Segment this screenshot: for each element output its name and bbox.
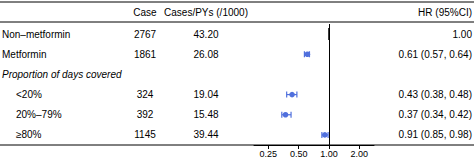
svg-text:Cases/PYs (/1000): Cases/PYs (/1000) [164,7,248,18]
svg-text:<20%: <20% [16,89,42,100]
svg-text:39.44: 39.44 [193,129,218,140]
svg-text:2.00: 2.00 [351,149,369,159]
svg-text:0.61 (0.57, 0.64): 0.61 (0.57, 0.64) [399,49,472,60]
svg-text:20%–79%: 20%–79% [16,109,62,120]
svg-text:0.91 (0.85, 0.98): 0.91 (0.85, 0.98) [399,129,472,140]
svg-text:43.20: 43.20 [193,29,218,40]
svg-text:324: 324 [137,89,154,100]
svg-text:2767: 2767 [134,29,157,40]
svg-text:1145: 1145 [134,129,156,140]
svg-text:≥80%: ≥80% [16,129,42,140]
svg-text:1.00: 1.00 [453,29,473,40]
svg-text:Proportion of days covered: Proportion of days covered [2,69,122,80]
svg-text:Case: Case [133,7,157,18]
svg-text:HR (95%CI): HR (95%CI) [418,7,472,18]
svg-text:0.43 (0.38, 0.48): 0.43 (0.38, 0.48) [399,89,472,100]
svg-text:19.04: 19.04 [193,89,218,100]
svg-text:0.37 (0.34, 0.42): 0.37 (0.34, 0.42) [399,109,472,120]
svg-text:0.50: 0.50 [290,149,308,159]
svg-text:0.25: 0.25 [260,149,278,159]
svg-text:15.48: 15.48 [193,109,218,120]
svg-text:Metformin: Metformin [2,49,46,60]
svg-text:392: 392 [137,109,154,120]
svg-text:1861: 1861 [134,49,157,60]
svg-text:26.08: 26.08 [193,49,218,60]
svg-text:Non–metformin: Non–metformin [2,29,70,40]
svg-text:1.00: 1.00 [320,149,338,159]
